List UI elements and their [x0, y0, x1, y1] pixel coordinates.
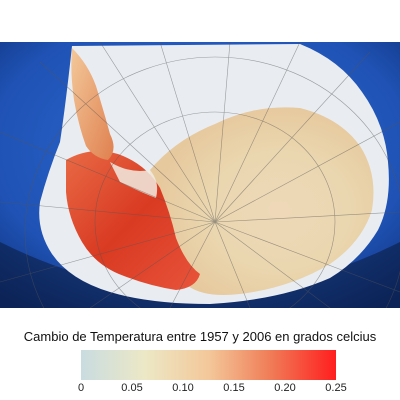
graticule — [0, 42, 400, 308]
legend-title: Cambio de Temperatura entre 1957 y 2006 … — [23, 329, 377, 344]
antarctica-temperature-map — [0, 42, 400, 308]
globe-edge — [0, 242, 400, 308]
ice-shelf — [110, 162, 158, 198]
color-scale-bar — [81, 350, 336, 380]
legend-tick-label: 0.15 — [223, 382, 245, 394]
east-antarctica — [150, 107, 374, 295]
map-svg — [0, 42, 400, 308]
legend-tick-label: 0.20 — [274, 382, 296, 394]
legend-tick-label: 0.25 — [325, 382, 347, 394]
legend-tick-label: 0 — [77, 382, 85, 394]
antarctic-peninsula — [71, 48, 114, 160]
legend-tick-label: 0.10 — [172, 382, 194, 394]
legend-tick-label: 0.05 — [121, 382, 143, 394]
